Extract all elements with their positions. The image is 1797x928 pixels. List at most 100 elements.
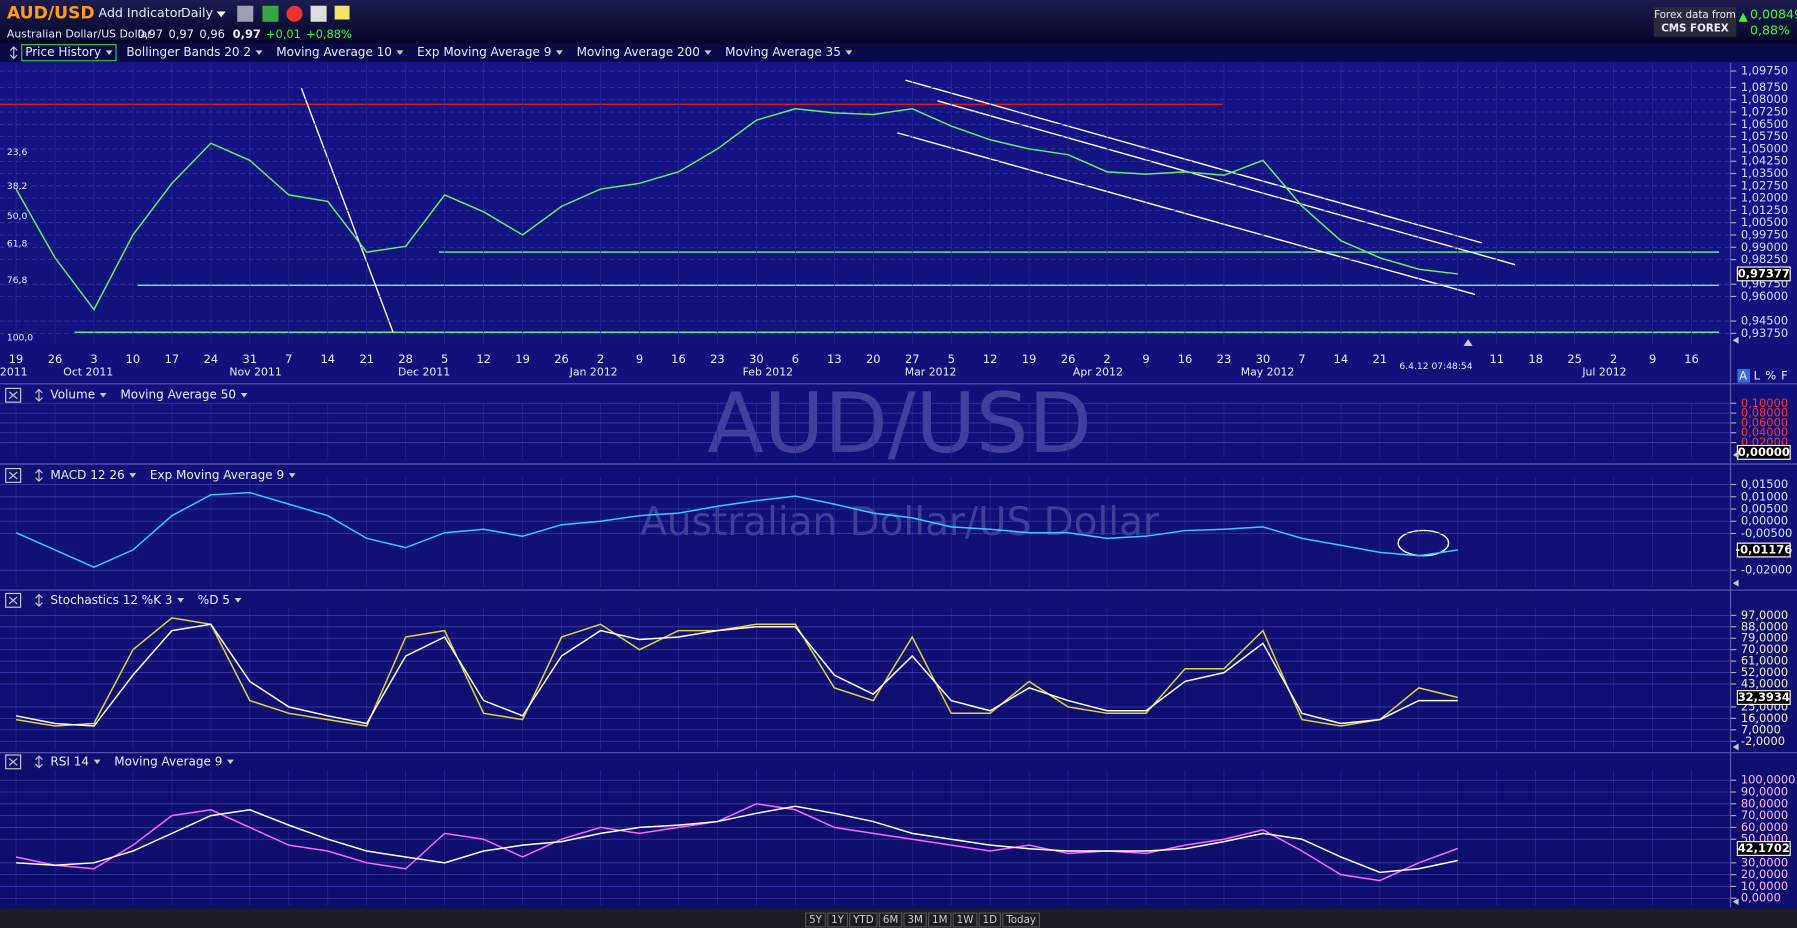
current-value-box	[1736, 841, 1791, 856]
range-button[interactable]: 1M	[932, 914, 947, 926]
y-tick-label: 0,01000	[1741, 489, 1788, 503]
range-frame[interactable]	[952, 912, 978, 928]
icon-chart[interactable]	[262, 5, 279, 22]
y-tick-label: -2,0000	[1741, 734, 1785, 748]
icon-note[interactable]	[334, 5, 350, 20]
x-tick-label: 28	[398, 352, 413, 366]
series-line	[15, 623, 1458, 727]
scale-button[interactable]: L	[1754, 368, 1761, 382]
current-value-box	[1736, 690, 1791, 705]
instrument: Australian Dollar/US Dollar	[7, 27, 152, 40]
legend-arrow	[240, 392, 248, 398]
close-button[interactable]	[5, 468, 22, 483]
y-tick-label: 0,93750	[1741, 326, 1788, 340]
close-x[interactable]	[8, 471, 18, 480]
scale-button[interactable]: %	[1765, 368, 1776, 382]
y-tick-label: 1,03500	[1741, 166, 1788, 180]
icon-tools[interactable]	[237, 5, 254, 22]
y-tick-label: 80,0000	[1741, 796, 1788, 810]
legend-arrow	[555, 50, 563, 55]
range-frame[interactable]	[878, 912, 903, 928]
x-tick-label: 30	[1256, 352, 1271, 366]
range-button[interactable]: 1Y	[831, 914, 845, 926]
legend-entry[interactable]: MACD 12 26	[50, 468, 124, 482]
range-frame[interactable]	[805, 912, 826, 928]
close-button[interactable]	[5, 387, 22, 403]
icon-alarm[interactable]	[286, 5, 303, 22]
move-handle[interactable]	[9, 46, 18, 60]
close-x[interactable]	[8, 391, 18, 400]
legend-entry[interactable]: Stochastics 12 %K 3	[50, 593, 172, 607]
move-handle[interactable]	[35, 755, 43, 769]
legend-arrow	[177, 598, 185, 603]
top-bar	[0, 0, 1797, 44]
y-tick-label: 1,04250	[1741, 154, 1788, 168]
range-frame[interactable]	[1002, 912, 1041, 928]
y-tick-label: 0,00500	[1741, 502, 1788, 516]
icon-calc[interactable]	[310, 5, 327, 22]
range-button[interactable]: 5Y	[809, 914, 823, 926]
y-tick-label: 60,0000	[1741, 820, 1788, 834]
range-button[interactable]: 6M	[883, 914, 898, 926]
range-frame[interactable]	[978, 912, 1002, 928]
range-button[interactable]: 3M	[907, 914, 922, 926]
watermark-symbol: AUD/USD	[707, 376, 1091, 472]
legend-entry[interactable]: Moving Average 50	[120, 388, 236, 402]
move-handle[interactable]	[35, 468, 43, 482]
series-line	[15, 107, 1458, 311]
fib-label: 23,6	[7, 147, 28, 158]
legend-entry[interactable]: Volume	[50, 388, 95, 402]
range-frame[interactable]	[827, 912, 848, 928]
legend-entry[interactable]: Exp Moving Average 9	[417, 45, 551, 59]
provider-badge	[1653, 6, 1737, 37]
y-tick-label: 79,0000	[1741, 631, 1788, 645]
month-label: Feb 2012	[743, 365, 793, 378]
y-tick-label: 1,02750	[1741, 178, 1788, 192]
legend-entry[interactable]: Moving Average 200	[577, 45, 700, 59]
interval[interactable]: Daily	[181, 5, 213, 20]
legend-entry[interactable]: Moving Average 10	[276, 45, 392, 59]
data-source: Forex data from	[1654, 9, 1736, 21]
range-button[interactable]: YTD	[852, 914, 874, 926]
close-x[interactable]	[8, 596, 18, 605]
symbol[interactable]: AUD/USD	[7, 4, 95, 24]
x-tick-label: 16	[1178, 352, 1193, 366]
legend-arrow	[704, 50, 712, 55]
x-tick-label: 14	[1334, 352, 1349, 366]
fib-label: 100,0	[7, 332, 33, 343]
pointer	[1732, 743, 1739, 751]
legend-selected	[21, 44, 117, 62]
y-tick-label: 0,0000	[1741, 891, 1781, 905]
move-handle[interactable]	[35, 593, 43, 607]
range-frame[interactable]	[849, 912, 878, 928]
x-tick-label: 9	[1649, 352, 1656, 366]
range-frame[interactable]	[903, 912, 927, 928]
legend-entry[interactable]: Exp Moving Average 9	[150, 468, 284, 482]
range-button[interactable]: 1W	[957, 914, 974, 926]
add-indicator[interactable]: Add Indicator	[99, 5, 184, 20]
range-frame[interactable]	[928, 912, 952, 928]
legend-entry[interactable]: Moving Average 35	[725, 45, 841, 59]
scale-button[interactable]: F	[1781, 368, 1788, 382]
now-marker	[1463, 339, 1473, 346]
y-tick-label: 1,08750	[1741, 80, 1788, 94]
legend-entry[interactable]: Moving Average 9	[114, 754, 222, 768]
legend-entry[interactable]: %D 5	[198, 593, 230, 607]
legend-entry[interactable]: RSI 14	[50, 754, 89, 768]
scale-active[interactable]	[1737, 368, 1751, 383]
range-button[interactable]: Today	[1005, 914, 1036, 926]
legend-entry[interactable]: Price History	[25, 45, 101, 59]
y-tick-label: 0,01500	[1741, 477, 1788, 491]
watermark-name: Australian Dollar/US Dollar	[640, 500, 1160, 545]
close-button[interactable]	[5, 592, 22, 608]
y-tick-label: 1,07250	[1741, 105, 1788, 119]
close-button[interactable]	[5, 754, 22, 770]
legend-entry[interactable]: Bollinger Bands 20 2	[126, 45, 251, 59]
y-tick-label: -0,00500	[1741, 526, 1792, 540]
scale-button[interactable]: A	[1739, 368, 1747, 382]
toolbar-icons[interactable]	[237, 5, 350, 22]
move-handle[interactable]	[35, 388, 43, 402]
x-tick-label: 30	[749, 352, 764, 366]
range-button[interactable]: 1D	[983, 914, 998, 926]
close-x[interactable]	[8, 758, 18, 766]
